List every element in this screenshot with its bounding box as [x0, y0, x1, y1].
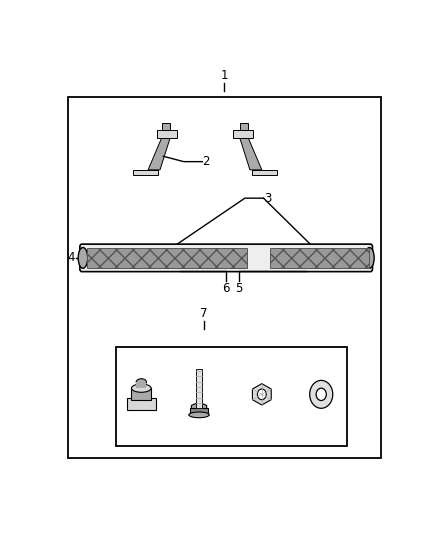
Polygon shape [191, 402, 207, 415]
Bar [240, 123, 248, 131]
Text: 1: 1 [221, 69, 228, 83]
Bar [116, 347, 347, 446]
Bar [190, 408, 208, 415]
Circle shape [310, 381, 333, 408]
Polygon shape [240, 138, 262, 170]
Ellipse shape [78, 247, 88, 268]
Polygon shape [252, 384, 271, 405]
Polygon shape [233, 131, 253, 138]
Ellipse shape [131, 384, 151, 392]
Bar [131, 388, 152, 400]
Text: 3: 3 [265, 192, 272, 205]
Polygon shape [156, 131, 177, 138]
Bar [127, 398, 155, 410]
Polygon shape [133, 170, 158, 175]
Circle shape [316, 388, 326, 400]
Ellipse shape [189, 412, 209, 418]
Ellipse shape [365, 247, 374, 268]
Circle shape [258, 389, 266, 400]
Text: 4: 4 [67, 252, 74, 264]
Bar [136, 382, 146, 388]
Bar [196, 369, 202, 408]
Bar [270, 248, 369, 268]
Bar [87, 248, 247, 268]
Polygon shape [148, 138, 170, 170]
Text: 5: 5 [235, 282, 242, 295]
Text: 2: 2 [202, 155, 210, 168]
Text: 6: 6 [223, 282, 230, 295]
Bar [68, 97, 381, 458]
Polygon shape [251, 170, 277, 175]
Bar [196, 369, 202, 408]
Ellipse shape [136, 379, 146, 385]
FancyBboxPatch shape [80, 244, 372, 272]
Text: 7: 7 [200, 308, 208, 320]
Bar [162, 123, 170, 131]
